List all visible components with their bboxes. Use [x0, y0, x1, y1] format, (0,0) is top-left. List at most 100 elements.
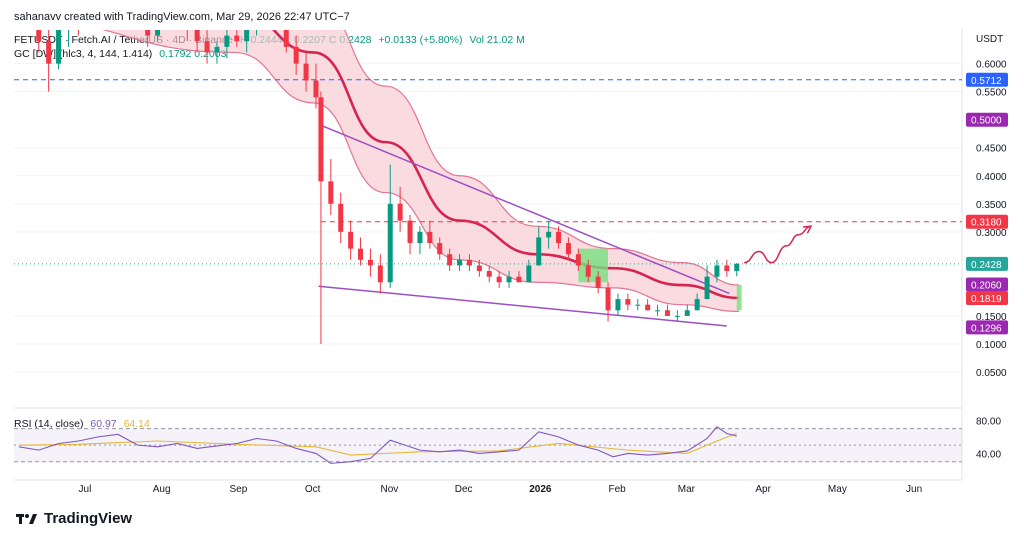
candle: [437, 237, 443, 260]
time-tick-label: Oct: [305, 484, 321, 495]
candle: [283, 30, 289, 53]
candle-body: [397, 203, 403, 221]
candle-body: [714, 265, 720, 277]
candle-body: [506, 276, 512, 283]
credit-line: sahanavv created with TradingView.com, M…: [14, 11, 350, 23]
price-tag: 0.3180: [966, 214, 1008, 229]
price-tag: 0.2060: [966, 277, 1008, 292]
brand-name: TradingView: [44, 510, 133, 527]
rsi-ma-value: 64.14: [123, 418, 150, 430]
candle: [664, 304, 670, 316]
candle: [76, 19, 81, 36]
candle: [328, 158, 334, 215]
time-tick-label: Apr: [755, 484, 771, 495]
candle: [303, 52, 309, 92]
price-tags: 0.5712 0.5000 0.3180 0.2428 0.2060 0.1819 0.12…: [966, 72, 1008, 335]
candle-body: [417, 231, 423, 244]
time-tick-label: Jul: [79, 484, 92, 495]
candle-body: [625, 299, 631, 305]
candle-body: [694, 299, 700, 311]
candle: [595, 271, 601, 294]
projection-curve: [744, 225, 812, 264]
price-tag-bg: [966, 112, 1008, 127]
volume-value: Vol 21.02 M: [469, 34, 525, 46]
candle: [36, 30, 42, 53]
candle-body: [165, 2, 170, 19]
candle: [714, 259, 720, 283]
unit-label: USDT: [976, 34, 1003, 45]
candle: [96, 0, 101, 19]
rsi-ma-line: [18, 432, 737, 456]
candle-body: [684, 310, 690, 316]
candle-body: [204, 41, 210, 53]
candle: [106, 0, 111, 2]
price-tag-label: 0.2428: [971, 260, 1002, 271]
time-tick-label: Feb: [608, 484, 626, 495]
candle-body: [367, 259, 373, 266]
candle-body: [194, 30, 200, 42]
candle-body: [674, 315, 680, 317]
price-tick-label: 0.3500: [976, 200, 1007, 211]
wedge-upper-line: [320, 124, 730, 295]
candle-body: [274, 8, 279, 25]
gaussian-channel: [102, 30, 740, 313]
candle: [615, 293, 621, 316]
price-tag-bg: [966, 320, 1008, 335]
candle-body: [407, 220, 413, 244]
tradingview-logo-icon: [16, 513, 37, 524]
highlight-box: [736, 285, 742, 311]
candle-body: [457, 259, 463, 266]
candle: [526, 259, 532, 283]
candle: [165, 0, 170, 24]
candle: [377, 254, 383, 294]
candle-body: [348, 231, 354, 249]
candle: [674, 310, 680, 322]
price-tick-label: 0.5500: [976, 88, 1007, 99]
candle-body: [447, 254, 453, 266]
candle: [516, 271, 522, 283]
price-axis[interactable]: 80.00 40.00 USDT 0.6000 0.5500 0.4500 0.4000 0.…: [976, 34, 1007, 460]
candle-body: [556, 231, 562, 244]
candle: [135, 0, 140, 30]
candle-body: [427, 231, 433, 244]
candle: [56, 30, 62, 70]
price-tag-label: 0.5712: [971, 76, 1002, 87]
time-tick-label: Nov: [380, 484, 398, 495]
price-tag-bg: [966, 72, 1008, 87]
price-tag: 0.5712: [966, 72, 1008, 87]
candle: [556, 226, 562, 249]
candle-body: [96, 0, 101, 8]
price-tag-label: 0.1296: [971, 323, 1002, 334]
candle: [26, 0, 31, 8]
candle: [387, 164, 393, 288]
rsi-tick-label: 40.00: [976, 449, 1001, 460]
candle-body: [185, 13, 190, 30]
candle: [605, 282, 611, 322]
candle: [506, 271, 512, 288]
rsi-indicator-label[interactable]: RSI (14, close): [14, 418, 84, 430]
tradingview-logo[interactable]: TradingView: [16, 510, 132, 527]
candle-body: [175, 2, 180, 13]
rsi-line: [18, 426, 737, 464]
candle-body: [244, 30, 250, 42]
candle-body: [595, 276, 601, 288]
candle: [244, 30, 250, 53]
candle: [397, 186, 403, 232]
candle: [185, 13, 190, 42]
time-tick-label: Aug: [153, 484, 171, 495]
candle: [318, 91, 324, 344]
candle-body: [76, 19, 81, 25]
candle-body: [704, 276, 710, 300]
rsi-pane: [14, 426, 962, 464]
candle: [313, 63, 319, 109]
candle: [546, 220, 552, 249]
candle-body: [264, 8, 269, 14]
candle-body: [437, 243, 443, 255]
time-axis[interactable]: Jul Aug Sep Oct Nov Dec 2026 Feb Mar Apr May Jun: [79, 484, 923, 495]
candle-body: [135, 2, 140, 19]
rsi-value: 60.97: [90, 418, 117, 430]
price-tick-label: 0.3000: [976, 228, 1007, 239]
candle: [684, 304, 690, 316]
